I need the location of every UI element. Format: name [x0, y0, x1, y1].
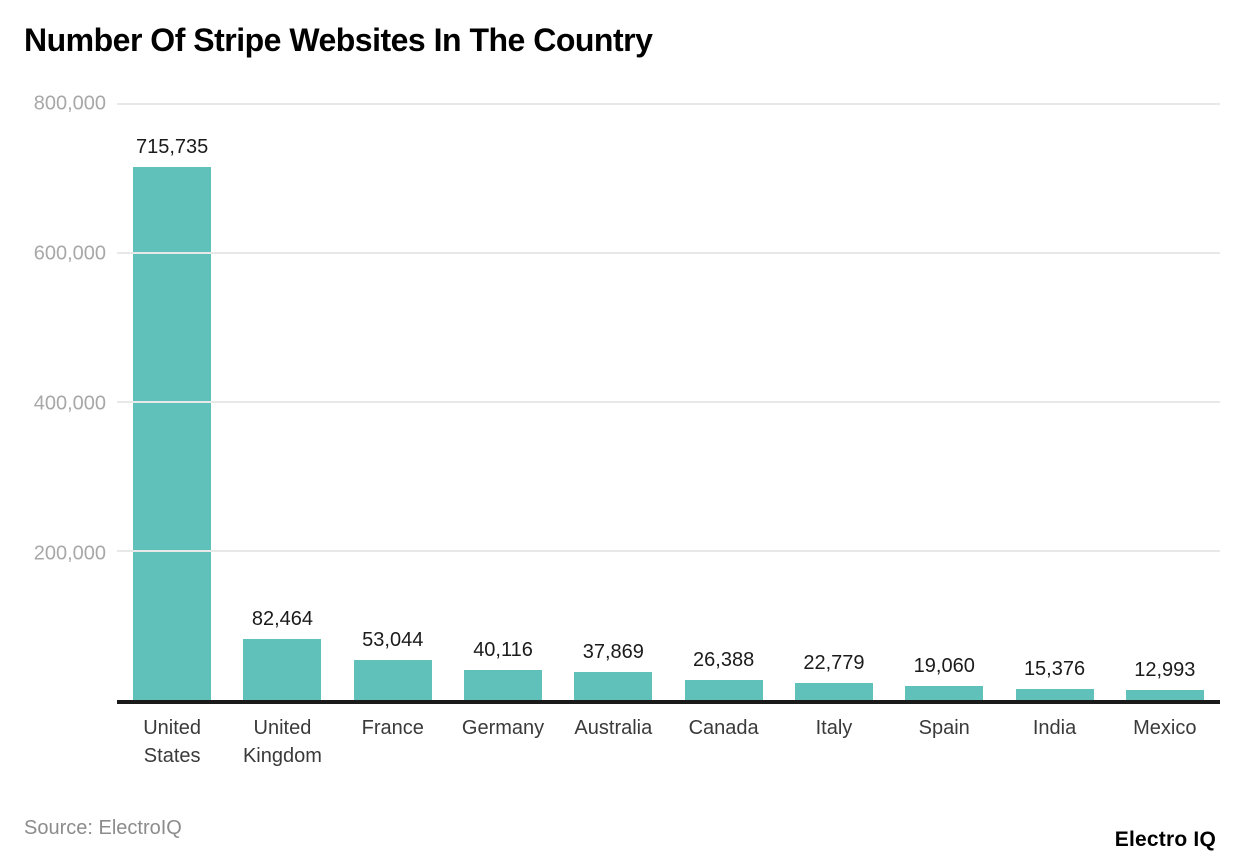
bar-value-label: 22,779: [803, 652, 865, 675]
bar-value-label: 53,044: [362, 629, 424, 652]
bar-italy: [794, 683, 873, 700]
bar-value-label: 26,388: [693, 649, 755, 672]
y-tick-label: 400,000: [33, 392, 106, 415]
x-axis: United States United Kingdom France Germany…: [117, 714, 1220, 770]
x-tick-label: Mexico: [1133, 717, 1197, 739]
brand-logo: Electro IQ: [1114, 828, 1216, 851]
bar-slot: 26,388: [668, 104, 778, 700]
bar-slot: 12,993: [1110, 104, 1220, 700]
x-tick-label: Spain: [918, 717, 970, 739]
bar-united-kingdom: [243, 638, 322, 700]
y-tick-label: 600,000: [33, 242, 106, 265]
bar-india: [1015, 688, 1094, 700]
gridline: [117, 252, 1220, 254]
y-tick-label: 800,000: [33, 92, 106, 115]
bar-slot: 40,116: [448, 104, 558, 700]
bar-value-label: 82,464: [251, 607, 314, 630]
bar-value-label: 37,869: [582, 640, 644, 663]
bar-value-label: 15,376: [1023, 657, 1086, 680]
bar-slot: 22,779: [779, 104, 889, 700]
chart-title: Number Of Stripe Websites In The Country: [24, 22, 653, 58]
bar-value-label: 12,993: [1134, 659, 1196, 682]
bar-mexico: [1125, 690, 1204, 700]
bar-spain: [905, 685, 984, 700]
bar-united-states: [133, 166, 212, 700]
x-tick-label: United States: [143, 717, 202, 767]
x-tick-label: Australia: [574, 717, 653, 739]
x-tick-label: United Kingdom: [242, 717, 322, 767]
x-tick-label: France: [361, 717, 424, 739]
bar-slot: 19,060: [889, 104, 999, 700]
y-axis: 800,000 600,000 400,000 200,000: [0, 93, 106, 704]
bar-value-label: 19,060: [913, 654, 975, 677]
bar-germany: [464, 670, 543, 700]
bar-slot: 53,044: [338, 104, 448, 700]
y-tick-label: 200,000: [33, 542, 106, 565]
plot-area: 715,735 82,464 53,044 40,116 37,869 26,388 22,…: [117, 103, 1220, 704]
bars-row: 715,735 82,464 53,044 40,116 37,869 26,388 22,…: [117, 104, 1220, 700]
bar-value-label: 40,116: [473, 639, 533, 662]
bar-france: [353, 660, 432, 700]
bar-slot: 15,376: [999, 104, 1109, 700]
bar-australia: [574, 671, 653, 700]
x-tick-label: Italy: [815, 717, 853, 739]
bar-canada: [684, 680, 763, 700]
source-text: Source: ElectroIQ: [24, 817, 182, 839]
gridline: [117, 401, 1220, 403]
bar-slot: 37,869: [558, 104, 668, 700]
bar-value-label: 715,735: [136, 135, 209, 158]
x-tick-label: Canada: [688, 717, 759, 739]
gridline: [117, 550, 1220, 552]
x-tick-label: Germany: [461, 717, 545, 739]
gridline: [117, 103, 1220, 105]
x-tick-label: India: [1032, 717, 1077, 739]
bar-slot: 715,735: [117, 104, 227, 700]
bar-slot: 82,464: [227, 104, 337, 700]
